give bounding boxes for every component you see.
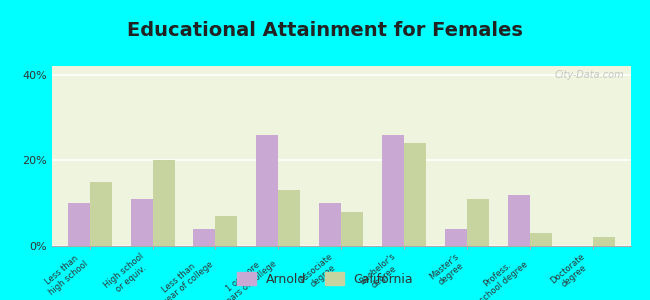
Legend: Arnold, California: Arnold, California <box>232 267 418 291</box>
Bar <box>508 195 530 246</box>
Bar <box>382 135 404 246</box>
Bar <box>131 199 153 246</box>
Bar <box>278 190 300 246</box>
Bar <box>530 233 552 246</box>
Bar <box>216 216 237 246</box>
Bar <box>319 203 341 246</box>
Bar <box>90 182 112 246</box>
Bar <box>467 199 489 246</box>
Bar <box>404 143 426 246</box>
Bar <box>194 229 216 246</box>
Bar <box>153 160 175 246</box>
Text: Educational Attainment for Females: Educational Attainment for Females <box>127 21 523 40</box>
Text: City-Data.com: City-Data.com <box>555 70 625 80</box>
Bar <box>445 229 467 246</box>
Bar <box>68 203 90 246</box>
Bar <box>341 212 363 246</box>
Bar <box>593 237 615 246</box>
Bar <box>256 135 278 246</box>
